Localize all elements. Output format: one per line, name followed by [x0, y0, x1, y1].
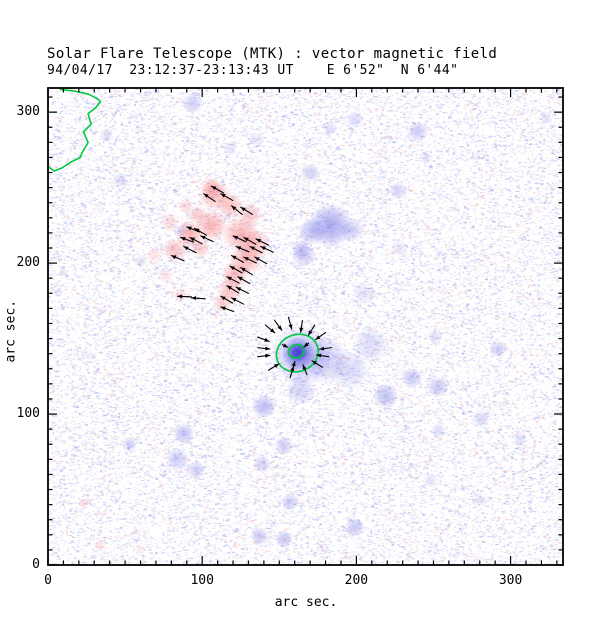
y-tick-label: 200 [16, 255, 40, 271]
x-axis-title: arc sec. [274, 595, 338, 610]
y-tick-label: 0 [32, 557, 40, 572]
figure-title: Solar Flare Telescope (MTK) : vector mag… [47, 46, 498, 62]
x-tick-label: 0 [44, 573, 52, 588]
x-tick-label: 200 [344, 573, 369, 588]
y-axis-title: arc sec. [3, 299, 19, 363]
y-tick-label: 300 [16, 104, 40, 120]
x-tick-label: 100 [190, 573, 214, 588]
x-tick-label: 300 [498, 573, 523, 588]
y-tick-label: 100 [16, 406, 40, 422]
figure-subtitle: 94/04/17 23:12:37-23:13:43 UT E 6'52" N … [47, 63, 459, 78]
